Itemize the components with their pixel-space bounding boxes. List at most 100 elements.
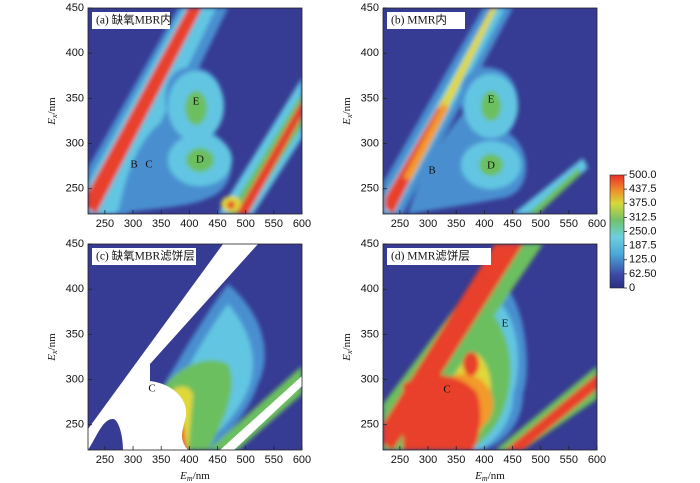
x-tick-label: 350	[152, 218, 170, 230]
y-tick-label: 450	[361, 238, 379, 250]
panel-label: (d) MMR滤饼层	[391, 249, 470, 263]
contour-region	[505, 374, 597, 450]
y-axis-label: Ex/nm	[46, 333, 59, 362]
x-tick-label: 250	[391, 218, 409, 230]
colorbar-tick-label: 62.50	[629, 268, 657, 280]
colorbar-tick-label: 500.0	[629, 169, 657, 181]
y-axis-label: Ex/nm	[46, 97, 59, 126]
x-tick-label: 600	[588, 454, 606, 466]
x-axis-label-main: E	[474, 470, 482, 482]
y-tick-label: 250	[66, 183, 84, 195]
contour-fills	[88, 8, 302, 214]
y-tick-label: 350	[361, 328, 379, 340]
y-tick-label: 250	[361, 419, 379, 431]
x-tick-label: 300	[419, 454, 437, 466]
x-tick-label: 550	[560, 218, 578, 230]
x-tick-label: 550	[560, 454, 578, 466]
x-axis-label: Em/nm	[179, 470, 210, 483]
y-tick-label: 450	[66, 2, 84, 14]
x-tick-label: 350	[152, 454, 170, 466]
colorbar-tick-label: 437.5	[629, 183, 657, 195]
y-axis-label-main: E	[341, 354, 353, 362]
x-tick-label: 600	[293, 218, 311, 230]
y-axis-label-sub: x	[345, 114, 354, 119]
y-tick-label: 400	[361, 47, 379, 59]
frame	[87, 7, 303, 215]
y-tick-label: 350	[361, 92, 379, 104]
colorbar-tick-label: 375.0	[629, 197, 657, 209]
y-axis-label-sub: x	[345, 350, 354, 355]
y-tick-label: 300	[361, 137, 379, 149]
y-tick-label: 450	[361, 2, 379, 14]
colorbar-tick-label: 312.5	[629, 211, 657, 223]
contour-region	[403, 103, 449, 180]
contour-region	[220, 376, 302, 450]
x-tick-label: 400	[475, 454, 493, 466]
frame	[382, 243, 598, 451]
panel: 250 300 350 400 450 500 550 600 250 300 350 400 450 (…	[341, 238, 607, 483]
colorbar-tick-label: 250.0	[629, 225, 657, 237]
contour-region	[227, 201, 235, 209]
peak-label: D	[487, 160, 495, 172]
x-tick-label: 450	[208, 454, 226, 466]
y-tick-label: 250	[361, 183, 379, 195]
colorbar-tick-label: 187.5	[629, 240, 657, 252]
panel: 250 300 350 400 450 500 550 600 250 300 350 400 450 (…	[46, 2, 312, 230]
contour-region	[185, 91, 207, 125]
x-tick-label: 400	[180, 454, 198, 466]
contour-fills	[383, 244, 597, 450]
x-tick-label: 500	[237, 454, 255, 466]
contour-region	[88, 244, 258, 450]
frame	[87, 243, 303, 451]
contour-region	[236, 100, 302, 214]
x-axis-label-unit: /nm	[488, 470, 506, 482]
y-axis-label-main: E	[46, 354, 58, 362]
y-axis-label-unit: /nm	[46, 333, 58, 351]
x-tick-label: 450	[503, 454, 521, 466]
contour-region	[481, 91, 501, 121]
panel-label-box	[387, 12, 465, 29]
contour-region	[495, 366, 597, 450]
peak-label: C	[145, 159, 152, 171]
x-tick-label: 500	[237, 218, 255, 230]
panel-label-box	[92, 248, 196, 265]
peak-label: B	[130, 159, 137, 171]
colorbar-tick-label: 125.0	[629, 254, 657, 266]
x-axis-label-main: E	[179, 470, 187, 482]
y-tick-label: 400	[361, 283, 379, 295]
y-tick-label: 350	[66, 92, 84, 104]
contour-region	[528, 168, 581, 214]
panel: 250 300 350 400 450 500 550 600 250 300 350 400 450 (…	[341, 2, 607, 230]
x-axis-label-unit: /nm	[193, 470, 211, 482]
panel-label: (b) MMR内	[391, 13, 447, 27]
peak-label: C	[443, 384, 450, 396]
y-axis-label: Ex/nm	[341, 333, 354, 362]
contour-region	[228, 93, 302, 214]
y-axis-label-sub: x	[50, 350, 59, 355]
y-tick-label: 300	[66, 373, 84, 385]
x-tick-label: 450	[503, 218, 521, 230]
x-axis-label-sub: m	[482, 474, 488, 483]
peak-label: D	[196, 154, 204, 166]
y-tick-label: 400	[66, 283, 84, 295]
contour-region	[463, 352, 479, 376]
colorbar	[609, 174, 625, 289]
y-axis-label-unit: /nm	[46, 97, 58, 115]
x-tick-label: 500	[532, 218, 550, 230]
y-axis-label-sub: x	[50, 114, 59, 119]
frame	[382, 7, 598, 215]
contour-region	[479, 154, 503, 176]
colorbar-tick-label: 0	[629, 282, 635, 294]
x-tick-label: 300	[124, 454, 142, 466]
contour-fills	[383, 8, 588, 214]
x-tick-label: 350	[447, 218, 465, 230]
x-tick-label: 600	[588, 218, 606, 230]
x-tick-label: 550	[265, 454, 283, 466]
x-tick-label: 300	[419, 218, 437, 230]
y-axis-label: Ex/nm	[341, 97, 354, 126]
contour-region	[513, 158, 588, 214]
y-axis-label-main: E	[46, 118, 58, 126]
x-axis-label: Em/nm	[474, 470, 505, 483]
contour-region	[218, 78, 302, 214]
